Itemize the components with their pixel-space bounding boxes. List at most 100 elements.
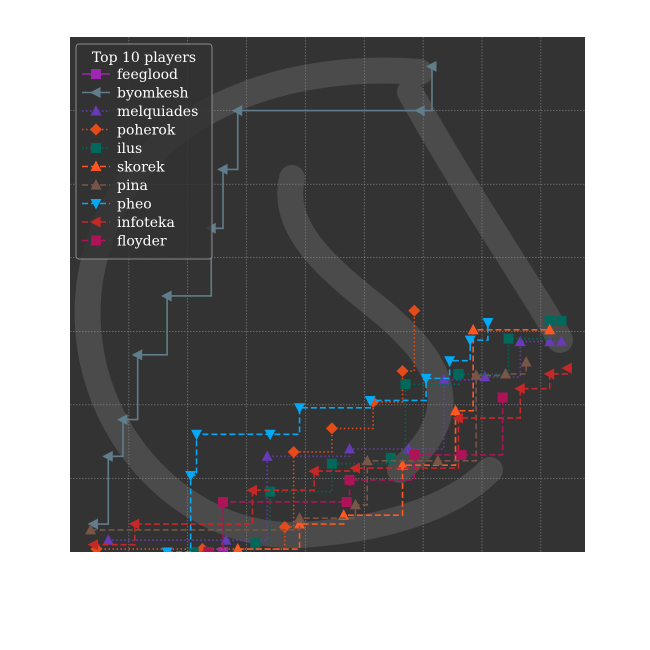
- point-infoteka: [452, 412, 463, 424]
- point-pheo: [185, 470, 197, 482]
- point-floyder: [456, 449, 467, 460]
- legend-item-ilus: ilus: [82, 141, 142, 157]
- legend-label: pina: [117, 178, 148, 194]
- legend-label: poherok: [117, 123, 176, 139]
- point-floyder: [203, 547, 214, 552]
- point-pina: [294, 512, 306, 523]
- legend-marker: [90, 216, 101, 228]
- legend-item-skorek: skorek: [82, 160, 165, 176]
- series-ilus: [188, 315, 567, 552]
- series-feeglood: [218, 547, 229, 552]
- series-line-pheo: [167, 322, 489, 552]
- point-ilus: [453, 368, 464, 379]
- point-byomkesh: [87, 518, 99, 530]
- series-line-poherok: [96, 310, 416, 550]
- point-byomkesh: [116, 414, 128, 426]
- legend-marker: [90, 179, 102, 190]
- point-melquiades: [544, 335, 556, 347]
- point-skorek: [233, 543, 243, 552]
- point-pina: [349, 498, 361, 510]
- point-ilus: [188, 547, 199, 552]
- point-byomkesh: [131, 349, 143, 361]
- point-pina: [500, 367, 512, 379]
- legend-label: infoteka: [117, 215, 175, 231]
- series-line-floyder: [208, 397, 504, 552]
- point-pina: [470, 369, 482, 380]
- legend-item-pina: pina: [82, 178, 148, 194]
- legend-item-feeglood: feeglood: [82, 67, 178, 83]
- legend-frame: [75, 43, 213, 260]
- point-byomkesh: [161, 290, 172, 302]
- point-ilus: [544, 315, 555, 326]
- point-floyder: [218, 496, 229, 507]
- point-floyder: [497, 392, 508, 403]
- legend-label: ilus: [117, 141, 142, 157]
- point-byomkesh: [102, 450, 113, 462]
- legend-marker: [90, 105, 102, 116]
- point-skorek: [450, 404, 462, 416]
- point-melquiades: [261, 450, 273, 461]
- point-melquiades: [344, 443, 356, 454]
- legend-item-poherok: poherok: [82, 123, 176, 139]
- point-skorek: [397, 459, 409, 470]
- point-infoteka: [543, 368, 555, 380]
- legend-label: melquiades: [117, 104, 198, 120]
- point-infoteka: [128, 518, 140, 530]
- point-pina: [520, 356, 532, 367]
- series-floyder: [203, 392, 508, 552]
- point-pina: [432, 454, 444, 466]
- point-ilus: [400, 379, 411, 390]
- legend-marker: [90, 123, 102, 136]
- legend-title: Top 10 players: [92, 50, 196, 66]
- point-melquiades: [102, 534, 114, 545]
- point-melquiades: [514, 335, 526, 347]
- legend-item-infoteka: infoteka: [82, 215, 175, 231]
- point-pheo: [444, 356, 456, 367]
- grid: [70, 37, 585, 552]
- point-melquiades: [220, 534, 232, 545]
- point-ilus: [503, 333, 514, 344]
- point-pheo: [294, 403, 306, 414]
- series-pina: [85, 356, 532, 535]
- point-poherok: [287, 445, 300, 458]
- point-pheo: [191, 429, 203, 441]
- legend-marker: [90, 160, 102, 171]
- point-ilus: [250, 538, 261, 549]
- point-floyder: [409, 449, 420, 460]
- point-ilus: [556, 315, 567, 326]
- point-skorek: [338, 509, 350, 520]
- point-skorek: [467, 323, 479, 335]
- point-infoteka: [514, 383, 525, 395]
- point-infoteka: [561, 362, 572, 374]
- legend-label: skorek: [117, 160, 165, 176]
- legend-marker: [90, 87, 101, 98]
- point-pina: [85, 523, 97, 535]
- point-infoteka: [246, 484, 257, 496]
- point-floyder: [341, 496, 352, 507]
- point-byomkesh: [414, 105, 425, 117]
- point-poherok: [396, 365, 409, 378]
- series-line-byomkesh: [93, 66, 433, 525]
- point-pheo: [161, 547, 173, 552]
- point-infoteka: [349, 462, 360, 474]
- point-byomkesh: [425, 60, 437, 72]
- point-ilus: [385, 452, 396, 463]
- point-pina: [361, 454, 373, 466]
- point-ilus: [326, 458, 337, 469]
- point-infoteka: [308, 465, 319, 477]
- legend-label: pheo: [117, 197, 152, 213]
- point-poherok: [408, 304, 421, 317]
- legend-item-byomkesh: byomkesh: [82, 86, 189, 102]
- point-infoteka: [87, 539, 99, 551]
- point-floyder: [344, 474, 355, 485]
- point-pheo: [482, 317, 494, 329]
- series-infoteka: [87, 362, 572, 551]
- point-melquiades: [479, 370, 491, 382]
- legend-label: byomkesh: [117, 86, 189, 102]
- point-pheo: [464, 335, 476, 347]
- point-byomkesh: [231, 105, 243, 117]
- point-skorek: [544, 323, 556, 335]
- point-skorek: [294, 518, 306, 529]
- point-ilus: [265, 486, 276, 497]
